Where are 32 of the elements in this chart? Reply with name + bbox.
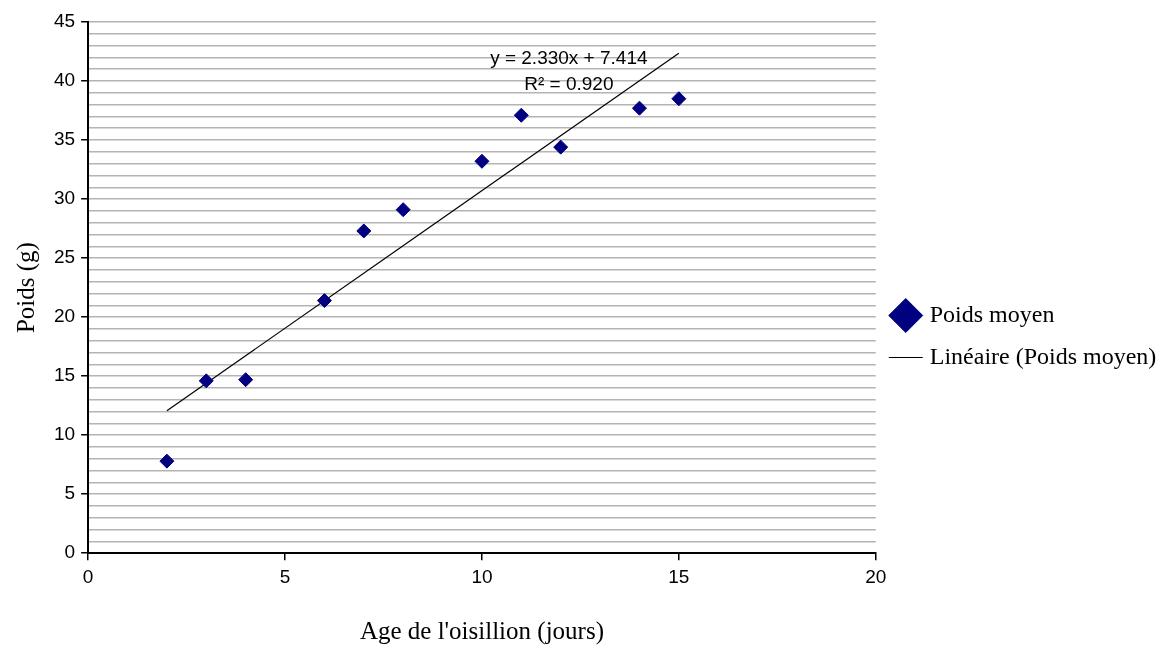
x-axis-title: Age de l'oisillion (jours) [359,616,604,645]
x-tick-label: 5 [279,565,291,587]
annotation: y = 2.330x + 7.414 [490,47,648,69]
point [631,100,647,116]
x-tick-label: 0 [82,565,94,587]
x-tick-label: 15 [668,565,690,587]
point [238,372,254,388]
y-tick-label: 25 [53,246,76,268]
y-tick-label: 20 [53,305,76,327]
point [198,373,214,389]
x-tick-label: 20 [865,565,887,587]
point [159,453,175,469]
annotation: R² = 0.920 [524,73,614,95]
y-tick-label: 0 [64,541,76,563]
y-tick-label: 5 [64,482,76,504]
legend-label: Poids moyen [929,300,1055,327]
y-tick-label: 15 [53,364,76,386]
point [395,202,411,218]
y-tick-label: 40 [53,69,76,91]
x-tick-label: 10 [471,565,493,587]
point [513,107,529,123]
point [553,139,569,155]
y-axis-title: Poids (g) [11,242,40,334]
y-tick-label: 35 [53,128,76,150]
point [671,91,687,107]
point [474,153,490,169]
y-tick-label: 10 [53,423,76,445]
point [356,223,372,239]
legend-label: Linéaire (Poids moyen) [929,342,1157,369]
y-tick-label: 45 [53,10,76,32]
point [316,293,332,309]
y-tick-label: 30 [53,187,76,209]
